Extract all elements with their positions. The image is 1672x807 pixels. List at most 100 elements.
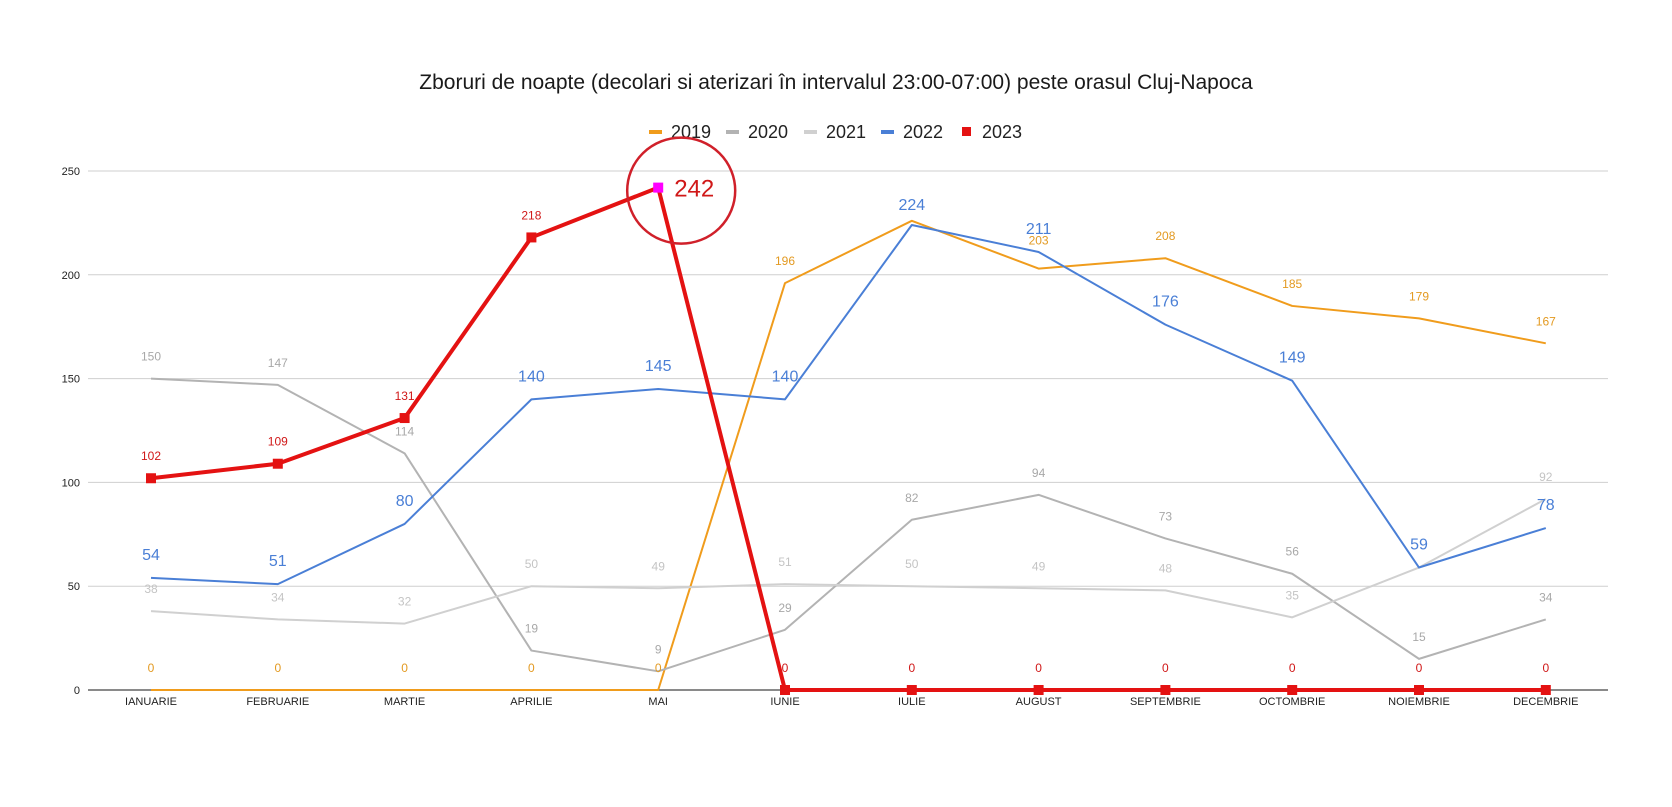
- data-label-2022: 78: [1537, 497, 1555, 514]
- x-tick-label: DECEMBRIE: [1513, 696, 1578, 708]
- data-label-2019: 196: [775, 254, 795, 268]
- series-line-2019: [151, 219, 1546, 691]
- data-point-2023: [1414, 685, 1424, 695]
- y-tick-label: 250: [62, 166, 80, 178]
- data-label-2021: 49: [652, 559, 666, 573]
- annotation: 242: [625, 136, 737, 245]
- data-point-2023: [653, 182, 664, 193]
- data-point-2023: [906, 685, 917, 695]
- data-label-2023: 0: [1289, 661, 1296, 675]
- data-label-2022: 211: [1026, 221, 1052, 238]
- data-label-2020: 19: [525, 622, 539, 636]
- y-tick-label: 200: [62, 270, 80, 282]
- legend-marker: [726, 130, 739, 134]
- data-label-2022: 51: [269, 553, 287, 570]
- legend-label: 2020: [748, 122, 788, 142]
- x-tick-label: NOIEMBRIE: [1388, 696, 1450, 708]
- data-label-2019: 0: [401, 661, 408, 675]
- series-group: [146, 182, 1551, 695]
- data-label-2019: 0: [528, 661, 535, 675]
- y-tick-label: 0: [74, 685, 80, 697]
- data-label-2020: 114: [395, 424, 414, 438]
- data-label-2022: 54: [142, 547, 160, 564]
- annotation-label: 242: [674, 176, 714, 203]
- series-line-2021: [150, 498, 1547, 625]
- gridlines: [88, 170, 1608, 691]
- x-tick-label: AUGUST: [1016, 696, 1062, 708]
- series-line-2020: [150, 377, 1547, 673]
- data-point-2023: [780, 685, 790, 695]
- data-label-2019: 203: [1029, 234, 1049, 248]
- x-tick-label: APRILIE: [510, 696, 552, 708]
- data-point-2023: [526, 232, 537, 243]
- data-label-2022: 149: [1279, 350, 1306, 367]
- data-label-2023: 0: [1542, 661, 1549, 675]
- data-point-2023: [399, 413, 410, 424]
- x-tick-label: OCTOMBRIE: [1259, 696, 1325, 708]
- y-axis: 0 50 100 150 200 250: [62, 166, 80, 697]
- data-label-2019: 208: [1155, 229, 1175, 243]
- legend-marker: [881, 130, 894, 134]
- data-label-2019: 0: [148, 661, 155, 675]
- y-tick-label: 100: [62, 477, 80, 489]
- data-point-2023: [272, 458, 283, 469]
- data-label-2021: 35: [1286, 588, 1300, 602]
- y-tick-label: 50: [68, 581, 80, 593]
- data-label-2021: 32: [398, 595, 412, 609]
- data-label-2020: 29: [778, 601, 792, 615]
- data-label-2019: 167: [1536, 314, 1556, 328]
- data-label-2020: 94: [1032, 466, 1046, 480]
- data-point-2023: [1287, 685, 1298, 695]
- data-label-2021: 34: [271, 590, 285, 604]
- data-label-2023: 218: [521, 208, 541, 222]
- series-line-2022: [150, 223, 1547, 586]
- y-tick-label: 150: [62, 374, 80, 386]
- chart-title: Zboruri de noapte (decolari si aterizari…: [419, 71, 1253, 94]
- data-label-2023: 0: [1162, 661, 1169, 675]
- highlight-circle: [625, 136, 737, 245]
- data-label-2022: 140: [772, 368, 799, 385]
- data-label-2021: 50: [905, 557, 919, 571]
- data-label-2023: 102: [141, 449, 161, 463]
- x-tick-label: IUNIE: [770, 696, 799, 708]
- data-label-2020: 82: [905, 491, 919, 505]
- legend-marker: [962, 127, 971, 136]
- x-tick-label: MARTIE: [384, 696, 425, 708]
- data-label-2023: 0: [1416, 661, 1423, 675]
- data-label-2019: 179: [1409, 289, 1429, 303]
- data-point-2023: [1160, 685, 1171, 695]
- data-label-2023: 131: [395, 389, 415, 403]
- x-tick-label: MAI: [648, 696, 668, 708]
- series-line-2023: [150, 185, 1546, 692]
- legend-marker: [649, 130, 662, 134]
- data-label-2022: 145: [645, 358, 672, 375]
- data-label-2019: 185: [1282, 277, 1302, 291]
- data-label-2020: 150: [141, 350, 161, 364]
- data-label-2021: 38: [144, 582, 158, 596]
- data-label-2020: 34: [1539, 590, 1553, 604]
- data-label-2019: 0: [274, 661, 281, 675]
- legend-marker: [804, 130, 817, 134]
- data-label-2023: 0: [782, 661, 789, 675]
- x-tick-label: IANUARIE: [125, 696, 177, 708]
- legend-label: 2021: [826, 122, 866, 142]
- data-label-2020: 56: [1286, 545, 1300, 559]
- data-label-2023: 0: [1035, 661, 1042, 675]
- data-label-2021: 50: [525, 557, 539, 571]
- x-tick-label: IULIE: [898, 696, 926, 708]
- data-label-2022: 140: [518, 368, 545, 385]
- data-label-2021: 49: [1032, 559, 1046, 573]
- legend: 2019 2020 2021 2022 2023: [649, 122, 1022, 142]
- data-label-2022: 176: [1152, 294, 1179, 311]
- data-point-2023: [146, 473, 156, 484]
- x-axis: IANUARIE FEBRUARIE MARTIE APRILIE MAI IUNIE IU…: [125, 696, 1578, 708]
- legend-label: 2023: [982, 122, 1022, 142]
- data-label-2022: 224: [898, 197, 925, 214]
- data-label-2022: 80: [396, 493, 414, 510]
- data-label-2020: 147: [268, 356, 288, 370]
- data-label-2020: 73: [1159, 509, 1173, 523]
- data-label-2021: 48: [1159, 561, 1173, 575]
- data-label-2021: 92: [1539, 470, 1553, 484]
- data-label-2022: 59: [1410, 537, 1428, 554]
